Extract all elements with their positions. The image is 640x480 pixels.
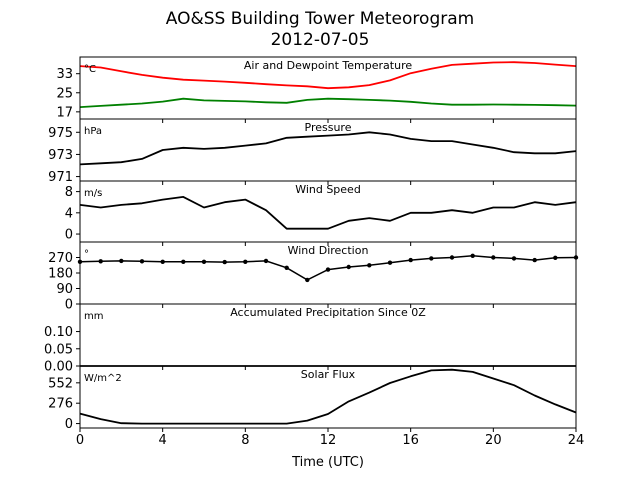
panel-title-0: Air and Dewpoint Temperature [244,59,412,72]
x-tick-label-3: 12 [320,433,337,448]
panel-title-1: Pressure [305,121,352,134]
series-line-3-0 [79,255,577,281]
series-line-1-0 [79,131,577,166]
panel-unit-3: ° [84,249,89,260]
series-line-5-0 [79,368,577,425]
y-tick-label-4-2: 0.10 [44,325,73,340]
panel-title-4: Accumulated Precipitation Since 0Z [230,306,426,319]
x-tick-label-6: 24 [568,433,585,448]
y-tick-label-3-2: 180 [48,267,73,282]
panel-unit-2: m/s [84,188,102,199]
series-line-0-0 [79,61,577,90]
y-tick-label-3-0: 0 [65,298,73,313]
panel-4: 0.00 0.05 0.10 Accumulated Precipitation Si… [44,303,577,375]
panel-title-2: Wind Speed [295,183,361,196]
x-tick-label-0: 0 [76,433,84,448]
panel-unit-5: W/m^2 [84,373,122,384]
panel-5: 0 276 552 Solar Flux W/m^2 [48,365,577,432]
panel-unit-0: °C [84,64,96,75]
panel-title-3: Wind Direction [288,244,369,257]
panel-unit-1: hPa [84,126,102,137]
y-tick-label-3-3: 270 [48,251,73,266]
x-axis: 0 4 8 12 16 20 24 [76,433,584,448]
panel-1: 971 973 975 Pressure hPa [48,118,577,185]
panel-title-5: Solar Flux [301,368,356,381]
x-tick-label-2: 8 [241,433,249,448]
y-tick-label-1-0: 971 [48,170,73,185]
figure-title-line1: AO&SS Building Tower Meteorogram [166,9,474,29]
x-tick-label-5: 20 [485,433,502,448]
y-tick-label-2-1: 4 [65,206,73,221]
y-tick-label-4-1: 0.05 [44,342,73,357]
y-tick-label-5-2: 552 [48,376,73,391]
x-tick-label-4: 16 [402,433,419,448]
figure-title-line2: 2012-07-05 [271,30,370,50]
panel-unit-4: mm [84,311,103,322]
panel-0: 17 25 33 Air and Dewpoint Temperature °C [56,56,577,123]
x-tick-label-1: 4 [159,433,167,448]
y-tick-label-5-0: 0 [65,417,73,432]
x-axis-label: Time (UTC) [291,455,364,470]
y-tick-label-2-2: 8 [65,185,73,200]
y-tick-label-1-1: 973 [48,148,73,163]
y-tick-label-0-0: 17 [56,105,73,120]
y-tick-label-0-2: 33 [56,67,73,82]
series-line-2-0 [79,196,577,230]
panel-2: 0 4 8 Wind Speed m/s [65,180,577,246]
y-tick-label-2-0: 0 [65,228,73,243]
y-tick-label-4-0: 0.00 [44,360,73,375]
y-tick-label-1-2: 975 [48,126,73,141]
y-tick-label-3-1: 90 [56,282,73,297]
y-tick-label-0-1: 25 [56,86,73,101]
y-tick-label-5-1: 276 [48,397,73,412]
series-line-0-1 [79,97,577,108]
